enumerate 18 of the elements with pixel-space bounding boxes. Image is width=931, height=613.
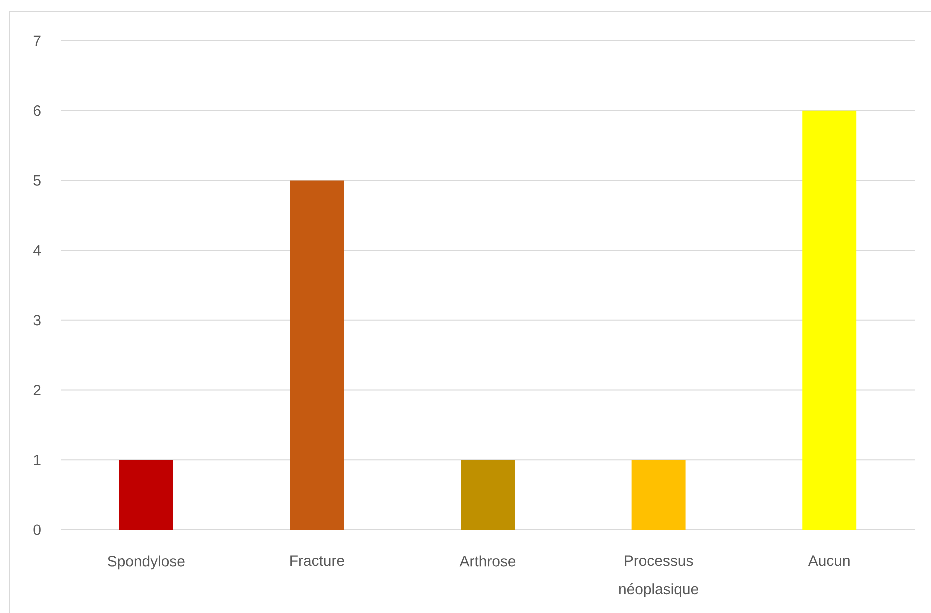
x-tick-label: Spondylose [108, 556, 185, 570]
x-tick-label: Arthrose [460, 556, 516, 567]
y-tick-label: 7 [34, 36, 41, 46]
y-tick-label: 1 [34, 454, 41, 466]
bar [632, 460, 686, 530]
bar [461, 460, 515, 530]
y-tick-label: 4 [34, 245, 42, 256]
x-tick-label: Fracture [290, 556, 344, 566]
y-tick-label: 3 [34, 315, 41, 326]
bar [119, 460, 174, 530]
y-tick-label: 5 [34, 175, 41, 186]
bar [802, 110, 857, 530]
y-tick-label: 2 [34, 385, 41, 396]
y-tick-label: 0 [34, 524, 41, 536]
x-tick-label: Processus néoplasique [619, 556, 698, 598]
x-tick-label: Aucun [808, 556, 850, 566]
y-tick-label: 6 [34, 106, 41, 116]
bar [290, 180, 344, 530]
